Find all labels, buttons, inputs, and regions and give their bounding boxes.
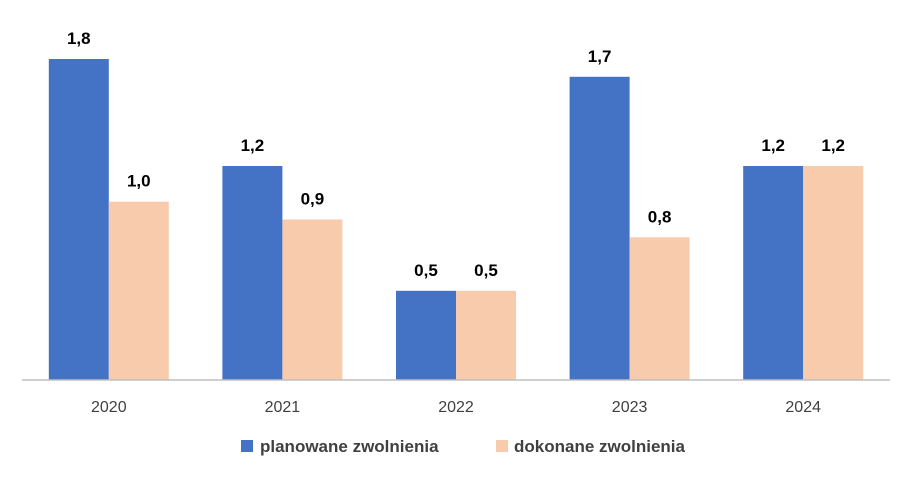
legend-swatch-planowane bbox=[241, 440, 253, 452]
bar-2024-series-0 bbox=[743, 166, 804, 380]
bar-2024-series-1 bbox=[803, 166, 864, 380]
bar-2020-series-1 bbox=[108, 201, 169, 380]
value-label-2021-series-0: 1,2 bbox=[241, 136, 265, 155]
value-label-2022-series-1: 0,5 bbox=[474, 261, 498, 280]
bars-group bbox=[48, 59, 864, 381]
value-label-2023-series-0: 1,7 bbox=[588, 47, 612, 66]
bar-2023-series-1 bbox=[629, 237, 690, 380]
x-tick-label-2023: 2023 bbox=[612, 399, 648, 416]
legend-label-planowane: planowane zwolnienia bbox=[260, 437, 439, 456]
bar-2021-series-0 bbox=[222, 166, 283, 380]
legend-swatch-dokonane bbox=[496, 440, 508, 452]
x-tick-label-2021: 2021 bbox=[265, 399, 301, 416]
value-label-2020-series-0: 1,8 bbox=[67, 29, 91, 48]
bar-2022-series-1 bbox=[456, 290, 516, 380]
value-label-2024-series-0: 1,2 bbox=[761, 136, 785, 155]
value-label-2022-series-0: 0,5 bbox=[414, 261, 438, 280]
value-labels-group: 1,8 1,0 1,2 0,9 0,5 0,5 1,7 0,8 1,2 1,2 bbox=[67, 29, 845, 280]
x-tick-labels-group: 2020 2021 2022 2023 2024 bbox=[91, 399, 821, 416]
bar-2022-series-0 bbox=[396, 290, 456, 380]
value-label-2021-series-1: 0,9 bbox=[301, 190, 325, 209]
x-tick-label-2020: 2020 bbox=[91, 399, 127, 416]
bar-2020-series-0 bbox=[48, 59, 109, 380]
legend: planowane zwolnienia dokonane zwolnienia bbox=[241, 437, 686, 456]
value-label-2023-series-1: 0,8 bbox=[648, 207, 672, 226]
x-tick-label-2024: 2024 bbox=[785, 399, 821, 416]
legend-label-dokonane: dokonane zwolnienia bbox=[514, 437, 686, 456]
value-label-2020-series-1: 1,0 bbox=[127, 172, 151, 191]
value-label-2024-series-1: 1,2 bbox=[821, 136, 845, 155]
bar-2021-series-1 bbox=[282, 219, 343, 380]
bar-2023-series-0 bbox=[569, 76, 630, 381]
x-tick-label-2022: 2022 bbox=[438, 399, 474, 416]
